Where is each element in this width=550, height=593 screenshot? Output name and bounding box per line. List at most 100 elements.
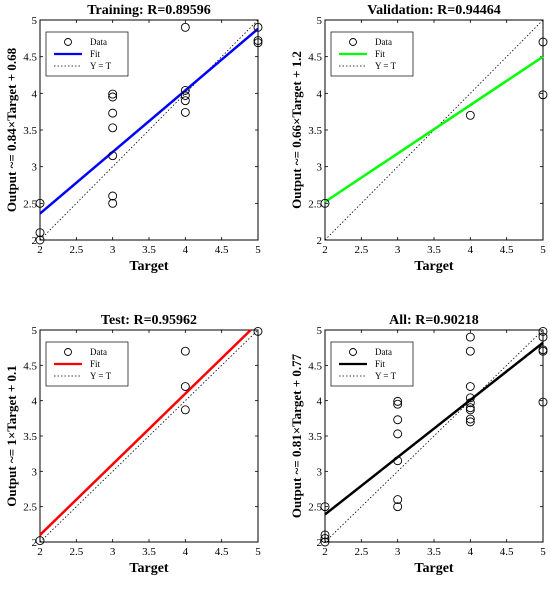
training-data-point: [108, 89, 118, 99]
all-data-point: [465, 332, 475, 342]
validation-legend: Data Fit Y = T: [330, 31, 414, 77]
all-xtick-label: 2: [322, 546, 328, 558]
training-xlabel: Target: [129, 259, 168, 274]
all-data-point: [320, 530, 330, 540]
test-ytick-label: 4: [32, 396, 38, 408]
training-xtick-label: 2.5: [69, 244, 83, 256]
all-data-point: [465, 393, 475, 403]
test-data-point: [180, 346, 190, 356]
training-xtick-label: 4.5: [215, 244, 229, 256]
validation-xtick-label: 3: [395, 244, 401, 256]
validation-data-point: [465, 110, 475, 120]
all-data-point: [538, 326, 548, 336]
validation-xtick-label: 3.5: [427, 244, 441, 256]
validation-xtick-label: 2.5: [354, 244, 368, 256]
all-data-point: [393, 396, 403, 406]
all-ytick-label: 5: [317, 325, 323, 337]
test-legend-data-marker: [64, 348, 72, 356]
test-panel: 2 2.5 3 3.5 4 4.5 5 2 2.5 3 3.5 4 4.5 5 Data Fit Y = T Te…: [4, 313, 263, 576]
training-data-point: [180, 91, 190, 100]
all-data-point: [393, 495, 403, 505]
validation-xtick-label: 4.5: [500, 244, 514, 256]
training-data-point: [253, 22, 263, 32]
training-xtick-label: 3: [110, 244, 116, 256]
training-ytick-label: 3: [32, 162, 38, 174]
validation-title: Validation: R=0.94464: [367, 3, 500, 18]
all-xtick-label: 3: [395, 546, 401, 558]
training-data-point: [108, 108, 118, 118]
training-xtick-label: 3.5: [142, 244, 156, 256]
training-data-point: [180, 96, 190, 106]
training-data-point: [180, 107, 190, 117]
test-legend-identity-label: Y = T: [90, 371, 112, 381]
test-legend-fit-label: Fit: [90, 359, 101, 369]
test-ytick-label: 5: [32, 325, 38, 337]
all-xtick-label: 3.5: [427, 546, 441, 558]
validation-legend-identity-label: Y = T: [375, 61, 397, 71]
test-xtick-label: 3: [110, 546, 116, 558]
training-ytick-label: 4: [32, 88, 38, 100]
all-xtick-label: 2.5: [354, 546, 368, 558]
training-xtick-label: 2: [37, 244, 43, 256]
validation-data-point: [538, 37, 548, 47]
all-data-point: [465, 346, 475, 356]
all-ytick-label: 3: [317, 466, 323, 478]
training-legend: Data Fit Y = T: [45, 31, 129, 77]
training-data-point: [35, 235, 45, 245]
test-xtick-label: 4.5: [215, 546, 229, 558]
all-xlabel: Target: [414, 561, 453, 576]
test-xtick-label: 3.5: [142, 546, 156, 558]
test-xtick-label: 2: [37, 546, 43, 558]
test-identity-line: [39, 329, 259, 543]
all-ytick-label: 2: [317, 537, 323, 549]
all-legend-data-label: Data: [375, 347, 392, 357]
test-ytick-label: 2: [32, 537, 38, 549]
validation-xlabel: Target: [414, 259, 453, 274]
validation-data-point: [320, 198, 330, 208]
validation-ytick-label: 5: [317, 15, 323, 27]
all-title: All: R=0.90218: [389, 313, 479, 328]
all-legend-identity-label: Y = T: [375, 371, 397, 381]
validation-panel: 2 2.5 3 3.5 4 4.5 5 2 2.5 3 3.5 4 4.5 5 Data Fit Y = T Va…: [289, 3, 548, 274]
validation-xtick-label: 2: [322, 244, 328, 256]
training-data-point: [108, 123, 118, 133]
all-data-point: [393, 429, 403, 439]
all-panel: 2 2.5 3 3.5 4 4.5 5 2 2.5 3 3.5 4 4.5 5 Data Fit Y = T Al…: [289, 313, 548, 576]
all-ytick-label: 2.5: [308, 502, 322, 514]
all-data-point: [393, 415, 403, 425]
all-data-point: [320, 537, 330, 547]
training-legend-data-label: Data: [90, 37, 107, 47]
training-xtick-label: 5: [255, 244, 261, 256]
all-data-point: [538, 332, 548, 342]
training-data-point: [253, 38, 263, 48]
training-data-point: [180, 85, 190, 95]
training-ytick-label: 4.5: [23, 52, 37, 64]
all-ylabel: Output ~= 0.81×Target + 0.77: [289, 353, 304, 518]
training-legend-data-marker: [64, 38, 72, 46]
test-xtick-label: 4: [183, 546, 189, 558]
training-data-point: [108, 191, 118, 201]
test-xtick-label: 2.5: [69, 546, 83, 558]
all-data-point: [465, 417, 475, 427]
training-xtick-label: 4: [183, 244, 189, 256]
all-legend: Data Fit Y = T: [330, 341, 414, 387]
all-data-point: [538, 345, 548, 355]
all-data-point: [393, 399, 403, 409]
all-data-point: [393, 502, 403, 512]
test-data-point: [180, 382, 190, 391]
all-data-point: [465, 382, 475, 391]
all-data-point: [538, 397, 548, 407]
test-legend: Data Fit Y = T: [45, 341, 129, 387]
validation-data-point: [538, 90, 548, 100]
training-data-point: [108, 198, 118, 208]
all-fit-line: [324, 341, 544, 516]
validation-ytick-label: 4.5: [308, 52, 322, 64]
validation-ytick-label: 2: [317, 235, 323, 247]
training-ytick-label: 2.5: [23, 198, 37, 210]
validation-legend-fit-label: Fit: [375, 49, 386, 59]
all-legend-fit-label: Fit: [375, 359, 386, 369]
validation-ytick-label: 2.5: [308, 198, 322, 210]
test-xlabel: Target: [129, 561, 168, 576]
training-data-point: [180, 22, 190, 32]
test-ytick-label: 2.5: [23, 502, 37, 514]
